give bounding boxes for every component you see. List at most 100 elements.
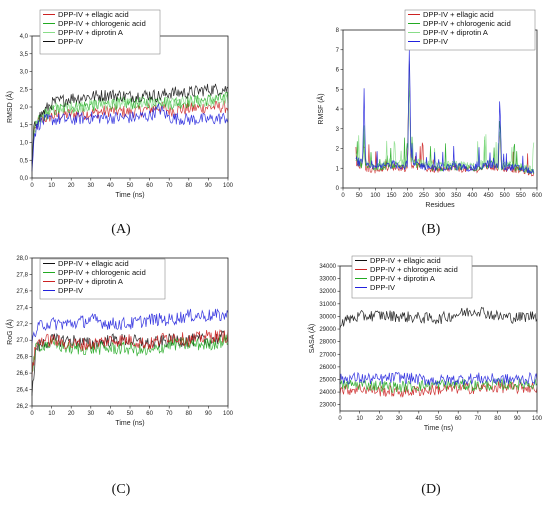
panel-label: (C): [112, 482, 131, 497]
y-tick-label: 26000: [319, 365, 336, 371]
y-tick-label: 27,2: [16, 322, 28, 328]
x-tick-label: 450: [483, 193, 494, 199]
legend-box: [39, 258, 166, 300]
x-tick-label: 50: [127, 411, 134, 417]
x-tick-label: 300: [435, 193, 446, 199]
x-tick-label: 30: [87, 183, 94, 189]
x-tick-label: 40: [107, 411, 114, 417]
x-tick-label: 0: [30, 183, 34, 189]
x-axis-title: Residues: [425, 202, 455, 209]
y-tick-label: 1: [336, 166, 340, 172]
y-tick-label: 8: [336, 28, 340, 34]
panel-label: (B): [422, 222, 441, 237]
y-tick-label: 32000: [319, 289, 336, 295]
legend-entry: DPP-IV: [423, 37, 448, 46]
x-tick-label: 80: [185, 183, 192, 189]
legend-entry: DPP-IV + ellagic acid: [370, 256, 441, 265]
y-tick-label: 26,2: [16, 404, 28, 410]
legend-entry: DPP-IV + ellagic acid: [423, 10, 494, 19]
x-tick-label: 60: [146, 183, 153, 189]
y-tick-label: 27,4: [16, 305, 28, 311]
x-tick-label: 250: [419, 193, 430, 199]
series-line-4: [31, 83, 229, 164]
y-tick-label: 3,0: [20, 70, 29, 76]
y-tick-label: 28000: [319, 340, 336, 346]
legend-entry: DPP-IV + chlorogenic acid: [423, 19, 511, 28]
y-tick-label: 26,4: [16, 388, 28, 394]
legend-entry: DPP-IV + diprotin A: [423, 28, 488, 37]
series-line-3: [31, 93, 229, 167]
legend-entry: DPP-IV + ellagic acid: [58, 259, 129, 268]
y-tick-label: 23000: [319, 403, 336, 409]
y-tick-label: 25000: [319, 377, 336, 383]
x-axis-title: Time (ns): [115, 420, 144, 427]
series-line-4: [355, 50, 535, 175]
series-line-3: [339, 377, 538, 394]
legend-entry: DPP-IV: [370, 283, 395, 292]
panel-label: (D): [421, 482, 441, 497]
y-tick-label: 29000: [319, 327, 336, 333]
x-tick-label: 150: [386, 193, 397, 199]
x-tick-label: 100: [223, 411, 234, 417]
x-tick-label: 30: [87, 411, 94, 417]
series-line-1: [339, 306, 538, 329]
y-tick-label: 30000: [319, 314, 336, 320]
x-tick-label: 200: [403, 193, 414, 199]
legend-entry: DPP-IV + chlorogenic acid: [370, 265, 458, 274]
x-tick-label: 40: [107, 183, 114, 189]
x-tick-label: 10: [48, 183, 55, 189]
x-tick-label: 100: [532, 416, 543, 422]
x-tick-label: 20: [68, 183, 75, 189]
chart-panel-d: 0 10 20 30 40 50 60 70 80 90 100 23000 24000 25000 260…: [307, 255, 543, 497]
x-tick-label: 600: [532, 193, 543, 199]
y-tick-label: 0,0: [20, 176, 29, 182]
y-tick-label: 2,5: [20, 87, 29, 93]
x-tick-label: 100: [370, 193, 381, 199]
legend-entry: DPP-IV: [58, 37, 83, 46]
chart-panel-a: 0 10 20 30 40 50 60 70 80 90 100 0,0 0,5 1,0 1,5 2,0 2,5…: [5, 9, 234, 237]
y-tick-label: 3: [336, 127, 340, 133]
x-tick-label: 500: [500, 193, 511, 199]
legend-entry: DPP-IV + ellagic acid: [58, 10, 129, 19]
y-axis-title: SASA (Å): [307, 324, 316, 354]
y-tick-label: 5: [336, 87, 340, 93]
y-tick-label: 27,6: [16, 289, 28, 295]
chart-panel-c: 0 10 20 30 40 50 60 70 80 90 100 26,2 26,4 26,6 26,8 27…: [5, 256, 234, 497]
y-tick-label: 3,5: [20, 52, 29, 58]
x-tick-label: 70: [475, 416, 482, 422]
x-tick-label: 10: [48, 411, 55, 417]
y-tick-label: 34000: [319, 264, 336, 270]
y-tick-label: 2: [336, 147, 340, 153]
y-tick-label: 26,6: [16, 371, 28, 377]
x-tick-label: 40: [415, 416, 422, 422]
x-tick-label: 30: [396, 416, 403, 422]
y-axis-title: RMSF (Å): [316, 93, 325, 124]
x-tick-label: 0: [30, 411, 34, 417]
x-tick-label: 80: [185, 411, 192, 417]
panel-label: (A): [111, 222, 131, 237]
x-tick-label: 70: [166, 411, 173, 417]
x-tick-label: 400: [467, 193, 478, 199]
series-line-5: [31, 102, 229, 172]
x-tick-label: 20: [376, 416, 383, 422]
y-tick-label: 2,0: [20, 105, 29, 111]
legend-box: [404, 9, 536, 51]
y-tick-label: 31000: [319, 302, 336, 308]
legend-box: [39, 9, 161, 55]
y-tick-label: 1,5: [20, 123, 29, 129]
y-tick-label: 28,0: [16, 256, 28, 262]
legend-entry: DPP-IV + diprotin A: [58, 28, 123, 37]
x-tick-label: 60: [146, 411, 153, 417]
x-tick-label: 50: [435, 416, 442, 422]
y-tick-label: 27000: [319, 352, 336, 358]
x-tick-label: 0: [338, 416, 342, 422]
x-tick-label: 0: [341, 193, 345, 199]
x-tick-label: 20: [68, 411, 75, 417]
x-tick-label: 350: [451, 193, 462, 199]
series-line-3: [31, 329, 229, 377]
